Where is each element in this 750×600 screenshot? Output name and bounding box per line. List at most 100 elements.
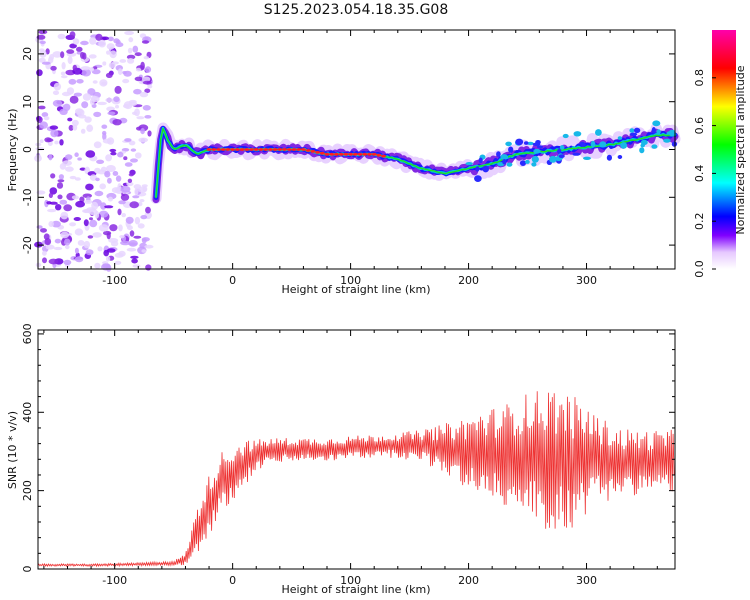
noise-blob	[142, 80, 152, 85]
noise-blob	[130, 255, 139, 259]
noise-blob	[89, 98, 95, 106]
noise-blob	[145, 264, 152, 271]
noise-blob	[134, 187, 139, 196]
ridge-peak	[348, 152, 353, 156]
ridge-blob	[663, 138, 671, 143]
noise-blob	[92, 232, 102, 238]
noise-blob	[145, 206, 151, 214]
noise-blob	[107, 177, 112, 184]
noise-blob	[144, 88, 151, 94]
y-tick-label: 200	[21, 480, 34, 501]
y-tick-label: 600	[21, 323, 34, 344]
noise-blob	[82, 93, 92, 101]
noise-blob	[49, 187, 58, 195]
ridge-blob	[617, 136, 623, 140]
noise-blob	[91, 201, 99, 210]
noise-blob	[133, 88, 142, 95]
ridge-blob	[532, 142, 541, 146]
noise-blob	[74, 228, 84, 236]
noise-blob	[80, 40, 89, 46]
noise-blob	[59, 199, 68, 205]
noise-blob	[54, 140, 59, 145]
ridge-blob	[599, 141, 607, 148]
noise-blob	[122, 78, 130, 84]
noise-blob	[66, 49, 75, 54]
noise-blob	[103, 230, 112, 236]
noise-blob	[67, 117, 73, 122]
noise-blob	[106, 43, 115, 50]
ridge-peak	[319, 151, 325, 155]
noise-blob	[89, 217, 93, 221]
noise-blob	[84, 116, 92, 123]
noise-blob	[65, 166, 74, 172]
noise-blob	[65, 154, 73, 160]
ridge-blob	[502, 159, 507, 165]
noise-blob	[60, 71, 66, 76]
noise-blob	[69, 95, 79, 104]
ridge-peak	[352, 152, 358, 156]
noise-blob	[129, 201, 139, 209]
noise-blob	[91, 69, 101, 75]
spectrogram-x-axis-label: Height of straight line (km)	[281, 283, 430, 296]
ridge-blob	[620, 142, 628, 149]
noise-blob	[125, 216, 134, 224]
ridge-blob	[572, 152, 581, 156]
noise-blob	[60, 51, 65, 59]
noise-blob	[53, 246, 63, 251]
x-tick-label: -100	[102, 574, 127, 587]
noise-blob	[142, 186, 148, 192]
noise-blob	[100, 202, 107, 210]
ridge-blob	[533, 148, 541, 154]
noise-blob	[39, 121, 48, 129]
noise-blob	[118, 250, 126, 257]
ridge-blob	[496, 151, 501, 158]
ridge-blob	[639, 147, 645, 154]
noise-blob	[99, 183, 106, 190]
noise-blob	[102, 138, 112, 144]
colorbar-tick-label: 0.8	[693, 69, 706, 87]
ridge-blob	[474, 175, 482, 183]
noise-blob	[128, 240, 138, 247]
noise-blob	[74, 152, 79, 157]
noise-blob	[48, 221, 54, 227]
noise-blob	[102, 61, 107, 66]
noise-blob	[48, 192, 54, 198]
noise-blob	[115, 175, 122, 182]
ridge-blob	[519, 160, 527, 167]
noise-blob	[130, 158, 138, 163]
noise-blob	[63, 204, 73, 212]
noise-blob	[127, 47, 133, 54]
noise-blob	[89, 67, 95, 72]
y-tick-label: -10	[21, 188, 34, 206]
noise-blob	[131, 258, 138, 264]
x-tick-label: 0	[229, 574, 236, 587]
noise-blob	[72, 119, 79, 127]
noise-blob	[42, 250, 47, 256]
colorbar-ticks: 0.0 0.2 0.4 0.6 0.8	[693, 69, 716, 278]
colorbar-tick-label: 0.4	[693, 165, 706, 183]
ridge-peak	[310, 150, 316, 153]
noise-blob	[62, 160, 72, 166]
noise-blob	[39, 40, 46, 45]
noise-blob	[115, 104, 119, 109]
noise-blob	[75, 200, 85, 208]
ridge-peak	[282, 148, 287, 151]
noise-blob	[69, 175, 77, 180]
noise-blob	[36, 34, 46, 40]
ridge-blob	[668, 129, 676, 137]
noise-blob	[52, 51, 63, 58]
noise-blob	[74, 256, 84, 263]
noise-blob	[83, 199, 93, 204]
noise-blob	[134, 76, 143, 82]
noise-blob	[77, 114, 87, 119]
ridge-blob	[478, 157, 483, 164]
ridge-peak	[277, 148, 283, 151]
ridge-blob	[651, 144, 658, 149]
noise-blob	[101, 81, 107, 86]
ridge-blob	[562, 133, 569, 139]
noise-blob	[68, 78, 77, 85]
noise-blob	[98, 224, 109, 232]
noise-blob	[63, 259, 72, 265]
